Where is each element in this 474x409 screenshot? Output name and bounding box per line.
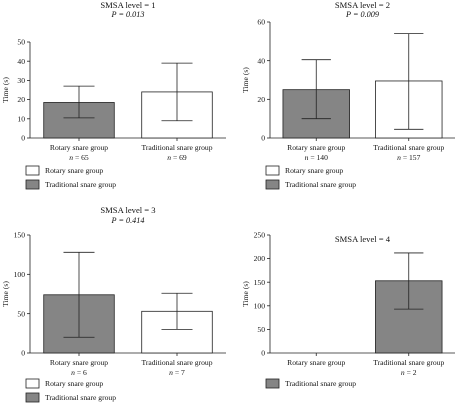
chart-panels: SMSA level = 1P = 0.013 0 10 20 30 40 50 Time (… [1,0,455,403]
y-axis-label: Time (s) [1,281,10,307]
chart-panel-2: SMSA level = 2P = 0.009 0 20 40 60 Time (s) Ro… [241,0,455,190]
y-tick-label: 60 [257,18,265,27]
y-tick-label: 50 [17,38,25,47]
x-tick-label: Rotary snare group [50,358,108,367]
y-tick-label: 40 [257,56,265,65]
legend-label: Traditional snare group [285,379,356,388]
y-tick-label: 30 [17,76,25,85]
legend-label: Rotary snare group [45,166,103,175]
legend-swatch [25,392,40,403]
x-tick-label: Rotary snare group [287,143,345,152]
legend-label: Rotary snare group [45,379,103,388]
x-tick-label: Traditional snare group [141,358,212,367]
y-tick-label: 40 [17,57,25,66]
y-axis-label: Time (s) [241,281,250,307]
chart-title: SMSA level = 4 [335,234,391,244]
y-tick-label: 0 [261,134,265,143]
y-tick-label: 150 [254,278,266,287]
y-tick-label: 10 [17,114,25,123]
y-tick-label: 50 [17,309,25,318]
p-value: P = 0.009 [345,10,379,19]
x-tick-label: Traditional snare group [141,143,212,152]
legend-swatch [25,165,40,176]
x-tick-label: Rotary snare group [50,143,108,152]
chart-title: SMSA level = 1 [100,0,155,10]
p-value: P = 0.414 [111,216,145,225]
legend-label: Traditional snare group [45,180,116,189]
legend-swatch [265,378,280,389]
n-label: n = 6 [71,368,87,377]
y-tick-label: 250 [254,231,266,240]
n-label: n = 140 [305,153,328,162]
n-label: n = 2 [401,368,417,377]
y-axis-label: Time (s) [241,67,250,93]
x-tick-label: Rotary snare group [287,358,345,367]
x-tick-label: Traditional snare group [373,358,444,367]
legend-swatch [25,378,40,389]
legend-swatch [265,179,280,190]
y-tick-label: 100 [254,301,266,310]
y-tick-label: 20 [17,95,25,104]
chart-panel-1: SMSA level = 1P = 0.013 0 10 20 30 40 50 Time (… [1,0,226,190]
legend-label: Traditional snare group [285,180,356,189]
legend-swatch [25,179,40,190]
n-label: n = 7 [169,368,185,377]
legend: Rotary snare group Traditional snare grou… [265,165,356,190]
n-label: n = 65 [69,153,89,162]
y-axis-label: Time (s) [1,77,10,103]
y-tick-label: 0 [21,349,25,358]
chart-title: SMSA level = 2 [335,0,390,10]
legend: Rotary snare group Traditional snare grou… [25,378,116,403]
legend: Traditional snare group [265,378,356,389]
legend-swatch [265,165,280,176]
n-label: n = 157 [397,153,420,162]
y-tick-label: 0 [261,349,265,358]
x-tick-label: Traditional snare group [373,143,444,152]
chart-panel-4: SMSA level = 4 0 50 100 150 200 250 Time (s) Rot… [241,231,455,389]
p-value: P = 0.013 [111,10,145,19]
chart-panel-3: SMSA level = 3P = 0.414 0 50 100 150 Time (s)… [1,205,226,403]
y-tick-label: 200 [254,254,266,263]
y-tick-label: 150 [14,231,26,240]
y-tick-label: 0 [21,134,25,143]
y-tick-label: 20 [257,95,265,104]
legend: Rotary snare group Traditional snare grou… [25,165,116,190]
legend-label: Rotary snare group [285,166,343,175]
chart-title: SMSA level = 3 [100,205,155,215]
y-tick-label: 50 [257,325,265,334]
legend-label: Traditional snare group [45,393,116,402]
n-label: n = 69 [167,153,187,162]
y-tick-label: 100 [14,270,26,279]
